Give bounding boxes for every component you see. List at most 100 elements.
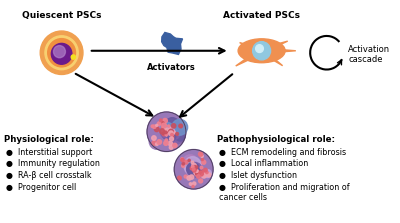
Circle shape	[164, 141, 168, 145]
Circle shape	[45, 36, 78, 70]
Circle shape	[51, 43, 72, 64]
Circle shape	[156, 124, 158, 126]
Circle shape	[165, 127, 175, 137]
Circle shape	[182, 163, 184, 165]
Circle shape	[207, 173, 211, 177]
Text: ●  RA-β cell crosstalk: ● RA-β cell crosstalk	[6, 171, 92, 180]
Circle shape	[189, 183, 192, 185]
Circle shape	[194, 171, 198, 175]
Circle shape	[171, 133, 173, 136]
Circle shape	[202, 160, 206, 164]
Circle shape	[170, 132, 173, 135]
Circle shape	[165, 133, 168, 136]
Circle shape	[188, 159, 190, 161]
Circle shape	[160, 129, 164, 134]
Circle shape	[184, 160, 188, 164]
Circle shape	[192, 163, 196, 168]
Circle shape	[196, 173, 198, 175]
Circle shape	[192, 185, 194, 188]
Circle shape	[175, 131, 185, 141]
Circle shape	[199, 171, 204, 176]
Circle shape	[184, 175, 187, 178]
Circle shape	[253, 42, 271, 60]
Circle shape	[176, 132, 178, 135]
Text: ●  Immunity regulation: ● Immunity regulation	[6, 159, 100, 168]
Circle shape	[168, 127, 185, 144]
Circle shape	[181, 158, 183, 160]
Circle shape	[182, 155, 198, 171]
Circle shape	[201, 170, 206, 175]
Circle shape	[147, 112, 186, 151]
Text: ●  Interstitial support: ● Interstitial support	[6, 148, 92, 157]
Circle shape	[170, 130, 180, 139]
Circle shape	[152, 141, 156, 145]
Polygon shape	[240, 43, 262, 53]
Circle shape	[54, 45, 66, 58]
Circle shape	[198, 171, 202, 175]
Circle shape	[154, 127, 159, 132]
Circle shape	[151, 125, 154, 128]
Circle shape	[157, 140, 162, 144]
Circle shape	[156, 143, 158, 146]
Circle shape	[187, 164, 200, 177]
Circle shape	[184, 157, 201, 174]
Circle shape	[187, 176, 191, 180]
Text: Pathophysiological role:: Pathophysiological role:	[217, 135, 335, 144]
Polygon shape	[162, 33, 182, 54]
Polygon shape	[260, 49, 283, 66]
Text: Activation
cascade: Activation cascade	[348, 45, 390, 64]
Text: Quiescent PSCs: Quiescent PSCs	[22, 11, 101, 20]
Text: Activated PSCs: Activated PSCs	[223, 11, 300, 20]
Circle shape	[169, 131, 173, 136]
Circle shape	[171, 135, 174, 138]
Circle shape	[201, 158, 204, 161]
Circle shape	[196, 169, 198, 172]
Circle shape	[188, 162, 202, 177]
Circle shape	[160, 125, 173, 138]
Circle shape	[204, 168, 207, 172]
Circle shape	[201, 155, 203, 157]
Circle shape	[200, 154, 202, 156]
Circle shape	[186, 159, 198, 171]
Circle shape	[192, 165, 194, 168]
Circle shape	[164, 128, 168, 132]
Circle shape	[178, 176, 181, 180]
Circle shape	[195, 165, 198, 168]
Circle shape	[168, 141, 172, 146]
Circle shape	[193, 165, 197, 170]
Circle shape	[196, 175, 200, 178]
Circle shape	[162, 123, 166, 128]
Circle shape	[168, 125, 170, 127]
Text: ●  Local inflammation: ● Local inflammation	[219, 159, 308, 168]
Circle shape	[171, 134, 173, 136]
Circle shape	[193, 167, 200, 175]
Circle shape	[48, 39, 76, 67]
Circle shape	[162, 129, 173, 140]
Text: Physiological role:: Physiological role:	[4, 135, 94, 144]
Circle shape	[168, 133, 176, 141]
Circle shape	[149, 134, 164, 149]
Circle shape	[172, 124, 176, 128]
Circle shape	[165, 118, 180, 132]
Circle shape	[191, 161, 194, 164]
Circle shape	[192, 168, 195, 170]
Text: Activators: Activators	[147, 63, 196, 72]
Circle shape	[181, 158, 184, 162]
Circle shape	[161, 122, 164, 125]
Circle shape	[169, 146, 173, 149]
Circle shape	[163, 118, 167, 123]
Text: ●  Islet dysfunction: ● Islet dysfunction	[219, 171, 297, 180]
Circle shape	[187, 157, 200, 170]
Circle shape	[169, 129, 174, 134]
Circle shape	[199, 179, 203, 183]
Circle shape	[198, 152, 203, 156]
Circle shape	[164, 131, 167, 134]
Circle shape	[190, 167, 194, 170]
Circle shape	[202, 173, 206, 178]
Circle shape	[200, 166, 203, 169]
Circle shape	[172, 119, 188, 135]
Polygon shape	[261, 41, 288, 53]
Circle shape	[168, 128, 172, 131]
Circle shape	[190, 175, 194, 179]
Circle shape	[256, 45, 263, 52]
